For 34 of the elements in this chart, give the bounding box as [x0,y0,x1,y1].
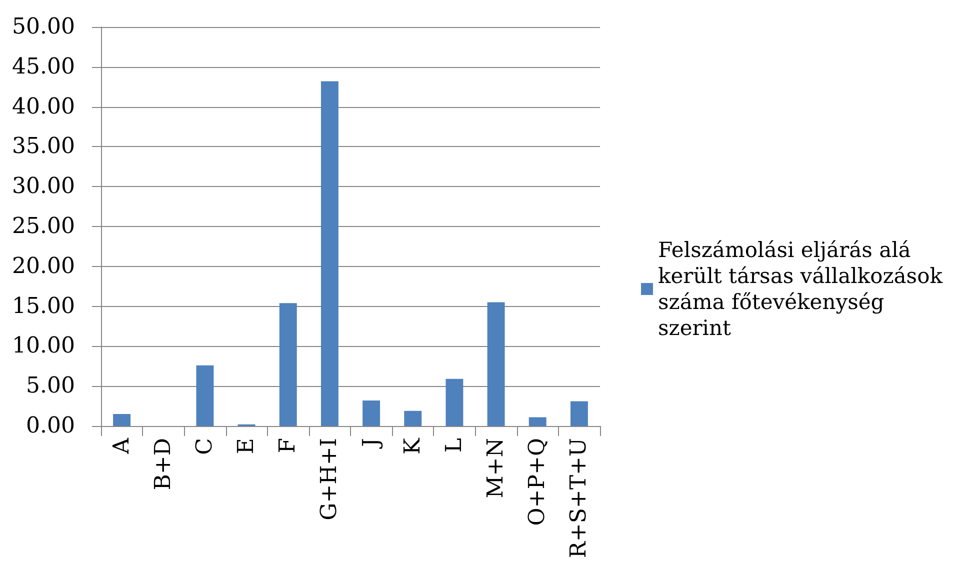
x-tick-label: C [192,438,218,455]
y-tick-label: 45.00 [12,54,75,80]
bar [487,302,505,426]
x-tick-label: G+H+I [317,438,342,520]
y-tick-label: 10.00 [12,334,75,359]
x-tick-label: O+P+Q [525,438,550,526]
bar [404,410,422,426]
x-tick-label: M+N [484,438,509,498]
bar [570,401,588,426]
y-tick-label: 15.00 [12,294,75,319]
bar [446,378,464,426]
bar [362,400,380,426]
y-tick-label: 50.00 [12,14,75,40]
bar [196,365,214,426]
y-tick-label: 30.00 [12,174,75,200]
bar [113,414,131,426]
x-tick-label: A [109,436,134,455]
bar [279,303,297,426]
x-tick-label: J [358,438,384,449]
y-tick-label: 20.00 [12,254,75,279]
bar [528,417,546,426]
y-tick-label: 35.00 [12,134,75,160]
x-tick-label: E [234,438,260,454]
x-tick-label: B+D [150,438,176,490]
y-tick-label: 40.00 [12,94,75,120]
y-tick-label: 5.00 [26,374,75,399]
x-tick-label: F [276,438,301,454]
x-tick-label: L [442,438,467,453]
x-tick-label: R+S+T+U [566,438,592,558]
y-tick-label: 0.00 [26,414,75,438]
y-tick-label: 25.00 [12,214,75,239]
x-tick-label: K [400,437,426,454]
bar [320,81,338,426]
legend-label: Felszámolási eljárás alá került társas vállalkozások száma főtevékenység szerint [658,238,943,340]
